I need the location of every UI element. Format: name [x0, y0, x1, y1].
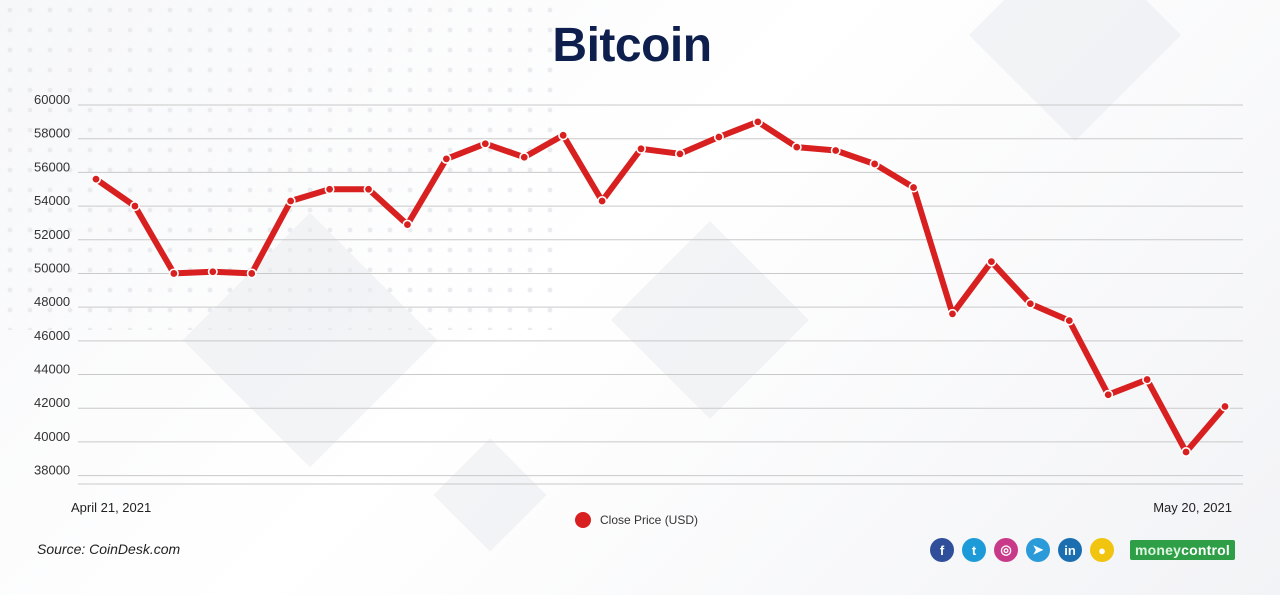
series-line — [93, 118, 1228, 455]
facebook-icon[interactable]: f — [930, 538, 954, 562]
data-point — [869, 158, 880, 169]
source-note: Source: CoinDesk.com — [37, 541, 181, 557]
y-tick-label: 46000 — [34, 328, 70, 343]
moneycontrol-logo[interactable]: money control — [1130, 540, 1235, 560]
y-tick-label: 52000 — [34, 227, 70, 242]
koo-icon[interactable]: ● — [1090, 538, 1114, 562]
data-point — [324, 184, 335, 195]
data-point — [1142, 374, 1153, 385]
data-point — [558, 130, 569, 141]
data-point — [1181, 446, 1192, 457]
data-point — [791, 142, 802, 153]
y-tick-label: 42000 — [34, 395, 70, 410]
data-point — [636, 143, 647, 154]
social-icons: f t ◎ ➤ in ● — [930, 538, 1114, 562]
instagram-icon[interactable]: ◎ — [994, 538, 1018, 562]
data-point — [597, 196, 608, 207]
data-point — [1220, 401, 1231, 412]
x-tick-label: May 20, 2021 — [1153, 500, 1232, 515]
data-point — [947, 308, 958, 319]
data-point — [207, 266, 218, 277]
y-tick-label: 44000 — [34, 362, 70, 377]
legend-label: Close Price (USD) — [600, 513, 699, 527]
data-point — [674, 148, 685, 159]
x-tick-label: April 21, 2021 — [71, 500, 151, 515]
y-tick-label: 48000 — [34, 294, 70, 309]
data-point — [1103, 389, 1114, 400]
legend-marker — [575, 512, 591, 528]
y-tick-label: 50000 — [34, 260, 70, 275]
data-point — [168, 268, 179, 279]
legend: Close Price (USD) — [575, 512, 698, 528]
y-tick-label: 60000 — [34, 92, 70, 107]
y-tick-label: 54000 — [34, 193, 70, 208]
data-point — [480, 138, 491, 149]
y-tick-label: 40000 — [34, 429, 70, 444]
brand-text-2: control — [1181, 542, 1230, 558]
data-point — [908, 182, 919, 193]
brand-text-1: money — [1135, 542, 1182, 558]
telegram-icon[interactable]: ➤ — [1026, 538, 1050, 562]
data-point — [285, 196, 296, 207]
data-point — [519, 152, 530, 163]
data-point — [363, 184, 374, 195]
data-point — [129, 201, 140, 212]
data-point — [830, 145, 841, 156]
data-point — [441, 153, 452, 164]
chart-title: Bitcoin — [552, 19, 712, 72]
y-tick-label: 58000 — [34, 126, 70, 141]
twitter-icon[interactable]: t — [962, 538, 986, 562]
data-point — [713, 132, 724, 143]
data-point — [91, 174, 102, 185]
data-point — [402, 219, 413, 230]
data-point — [986, 256, 997, 267]
data-point — [1025, 298, 1036, 309]
data-point — [1064, 315, 1075, 326]
data-point — [246, 268, 257, 279]
linkedin-icon[interactable]: in — [1058, 538, 1082, 562]
y-tick-label: 38000 — [34, 463, 70, 478]
data-point — [752, 116, 763, 127]
y-tick-label: 56000 — [34, 159, 70, 174]
